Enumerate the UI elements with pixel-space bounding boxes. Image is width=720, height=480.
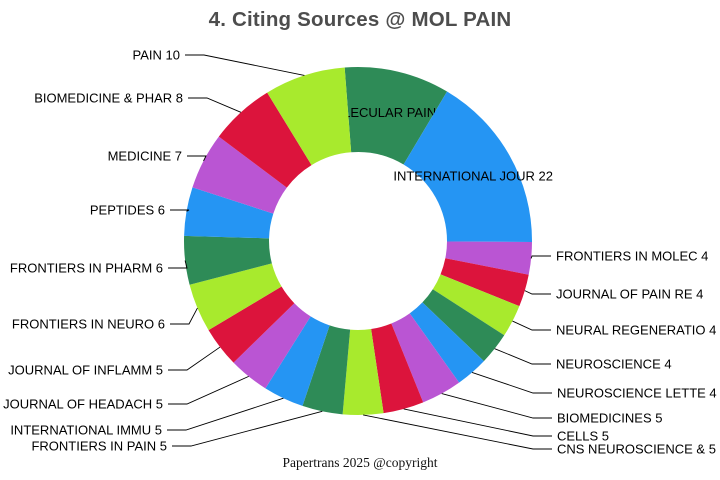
segment-label-frontiers-in-pharm: FRONTIERS IN PHARM 6 <box>10 261 163 276</box>
pie-segment-biomedicines <box>391 313 460 403</box>
leader-line-frontiers-in-neuro <box>170 307 198 325</box>
pie-segment-peptides <box>184 187 274 239</box>
segment-label-cells: CELLS 5 <box>557 429 609 444</box>
pie-segment-neuroscience <box>422 289 505 362</box>
segment-label-international-immu: INTERNATIONAL IMMU 5 <box>10 423 162 438</box>
segment-label-neural-regeneratio: NEURAL REGENERATIO 4 <box>556 323 716 338</box>
pie-segment-journal-of-inflamm <box>208 286 295 363</box>
leader-line-biomedicine-phar <box>188 97 242 113</box>
leader-line-journal-of-pain-re <box>524 290 551 295</box>
segment-label-journal-of-headach: JOURNAL OF HEADACH 5 <box>3 397 163 412</box>
pie-segment-international-jour <box>403 91 533 243</box>
leader-line-journal-of-inflamm <box>168 346 221 371</box>
copyright-caption: Papertrans 2025 @copyright <box>282 455 438 470</box>
segment-label-frontiers-in-pain: FRONTIERS IN PAIN 5 <box>31 439 167 454</box>
pie-segment-frontiers-in-neuro <box>189 263 282 331</box>
segment-label-peptides: PEPTIDES 6 <box>90 203 165 218</box>
pie-segment-journal-of-headach <box>233 303 311 389</box>
leader-line-medicine <box>187 155 207 162</box>
leader-line-frontiers-in-molec <box>530 255 551 259</box>
segment-label-molecular-pain: MOLECULAR PAIN 13 <box>322 105 454 120</box>
pie-segment-journal-of-pain-re <box>440 258 529 307</box>
pie-segment-medicine <box>192 136 287 214</box>
leader-line-cells <box>403 408 552 437</box>
segment-label-biomedicines: BIOMEDICINES 5 <box>557 411 662 426</box>
segment-label-international-jour: INTERNATIONAL JOUR 22 <box>393 169 553 184</box>
pie-segment-molecular-pain <box>344 66 448 165</box>
leader-line-biomedicines <box>441 393 552 419</box>
pie-segment-frontiers-in-molec <box>445 241 532 275</box>
pie-segment-international-immu <box>265 316 330 406</box>
pie-segment-pain <box>267 67 352 166</box>
segment-label-frontiers-in-neuro: FRONTIERS IN NEURO 6 <box>12 317 165 332</box>
segment-label-biomedicine-phar: BIOMEDICINE & PHAR 8 <box>34 91 183 106</box>
chart-title: 4. Citing Sources @ MOL PAIN <box>208 8 512 31</box>
pie-segment-frontiers-in-pharm <box>184 235 272 285</box>
pie-segment-neuroscience-lette <box>409 302 484 383</box>
leader-line-neuroscience <box>494 348 551 365</box>
segment-label-neuroscience: NEUROSCIENCE 4 <box>556 357 672 372</box>
leader-line-cns-neuroscience <box>363 414 552 450</box>
leader-line-neural-regeneratio <box>512 320 551 331</box>
pie-segment-cells <box>371 323 424 414</box>
segment-label-neuroscience-lette: NEUROSCIENCE LETTE 4 <box>557 386 717 401</box>
pie-segment-frontiers-in-pain <box>302 325 351 415</box>
segment-label-cns-neuroscience: CNS NEUROSCIENCE & 5 <box>557 442 716 457</box>
pie-segment-biomedicine-phar <box>218 92 312 188</box>
segment-label-journal-of-pain-re: JOURNAL OF PAIN RE 4 <box>556 287 703 302</box>
segment-label-medicine: MEDICINE 7 <box>108 149 182 164</box>
leader-line-peptides <box>170 209 190 212</box>
pie-segment-neural-regeneratio <box>432 274 520 336</box>
leader-line-frontiers-in-pain <box>172 410 323 447</box>
segment-label-journal-of-inflamm: JOURNAL OF INFLAMM 5 <box>8 363 163 378</box>
leader-line-journal-of-headach <box>168 375 249 405</box>
segment-label-frontiers-in-molec: FRONTIERS IN MOLEC 4 <box>556 249 708 264</box>
leader-line-pain <box>185 54 305 76</box>
pie-segment-cns-neuroscience <box>342 329 384 416</box>
leader-line-international-immu <box>167 397 284 431</box>
leader-line-neuroscience-lette <box>471 372 552 394</box>
segment-label-pain: PAIN 10 <box>133 48 180 63</box>
leader-line-frontiers-in-pharm <box>168 260 188 269</box>
